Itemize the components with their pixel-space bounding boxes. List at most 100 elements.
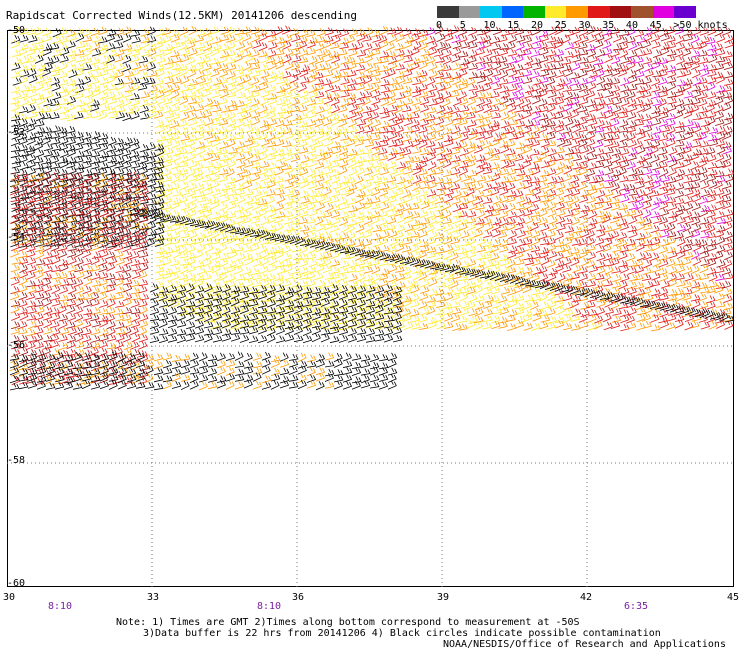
wind-barb [91,327,101,336]
wind-barb [323,147,334,155]
wind-barb [339,260,350,269]
wind-barb [459,104,470,112]
wind-barb [226,90,237,98]
wind-barb [219,141,229,150]
wind-barb [42,82,52,92]
wind-barb [466,141,476,150]
wind-barb [658,64,669,72]
wind-barb [171,83,181,93]
wind-barb [364,274,374,282]
wind-barb [531,26,541,36]
wind-barb [83,173,94,181]
wind-barb [43,201,54,209]
wind-barb [139,98,149,107]
wind-barb [530,236,540,246]
wind-barb [84,71,94,79]
wind-barb [475,202,485,211]
wind-barb [250,103,260,113]
wind-barb [252,222,261,233]
wind-barb [58,168,68,177]
wind-barb [674,48,684,58]
wind-barb [338,48,348,56]
wind-barb [396,281,406,289]
wind-barb [587,294,598,302]
wind-barb [10,299,21,307]
wind-barb [50,172,60,182]
wind-barb [371,202,381,210]
wind-barb [595,244,605,253]
wind-barb [210,134,220,142]
wind-barb [483,56,493,65]
wind-barb [675,197,685,205]
wind-barb [546,76,556,86]
wind-barb [435,313,445,323]
wind-barb [556,181,566,190]
wind-barb [628,74,638,84]
wind-barb [356,156,366,164]
wind-barb [618,155,628,164]
wind-barb [154,208,164,217]
wind-barb [107,234,118,243]
wind-barb [236,113,247,121]
wind-barb [442,301,453,310]
wind-barb [659,106,669,115]
wind-barb [498,55,508,64]
wind-barb [523,104,533,112]
wind-barb [483,300,493,309]
wind-barb [722,117,733,126]
wind-barb [281,98,292,107]
wind-barb [628,168,638,177]
wind-barb [691,174,701,183]
wind-barb [506,217,516,225]
wind-barb [50,181,60,190]
wind-barb [570,314,581,322]
wind-barb [675,168,686,178]
wind-barb [684,321,694,331]
wind-barb [171,265,181,275]
wind-barb [707,134,718,142]
wind-barb [674,88,684,98]
wind-barb [610,48,620,58]
wind-barb [642,231,652,240]
wind-barb [339,140,350,148]
wind-barb [698,111,708,120]
wind-barb [642,320,652,329]
wind-barb [274,175,285,184]
wind-barb [627,208,637,217]
wind-barb [11,156,22,165]
wind-barb [306,278,316,287]
wind-barb [708,320,718,330]
wind-barb [162,202,172,210]
wind-barb [68,69,78,79]
wind-barb [155,234,165,242]
wind-barb [699,140,710,148]
wind-barb [267,118,278,127]
wind-barb [185,321,196,330]
wind-barb [324,360,335,368]
wind-barb [652,49,663,58]
wind-barb [468,202,478,211]
wind-barb [260,215,270,226]
wind-barb [290,105,301,113]
wind-barb [626,161,636,170]
wind-barb [306,29,316,38]
wind-barb [369,374,380,383]
wind-barb [538,41,548,51]
wind-barb [603,77,613,86]
wind-barb [524,132,534,141]
wind-barb [490,75,501,85]
wind-barb [347,69,357,78]
wind-barb [714,96,724,106]
wind-barb [266,84,277,93]
wind-barb [547,35,557,43]
wind-barb [668,158,678,168]
wind-barb [267,224,277,232]
wind-barb [428,230,438,240]
wind-barb [274,202,284,211]
wind-barb [484,204,495,213]
wind-barb [707,43,717,51]
wind-barb [700,68,710,77]
wind-barb [227,188,237,197]
wind-barb [434,177,445,185]
wind-barb [267,96,278,105]
